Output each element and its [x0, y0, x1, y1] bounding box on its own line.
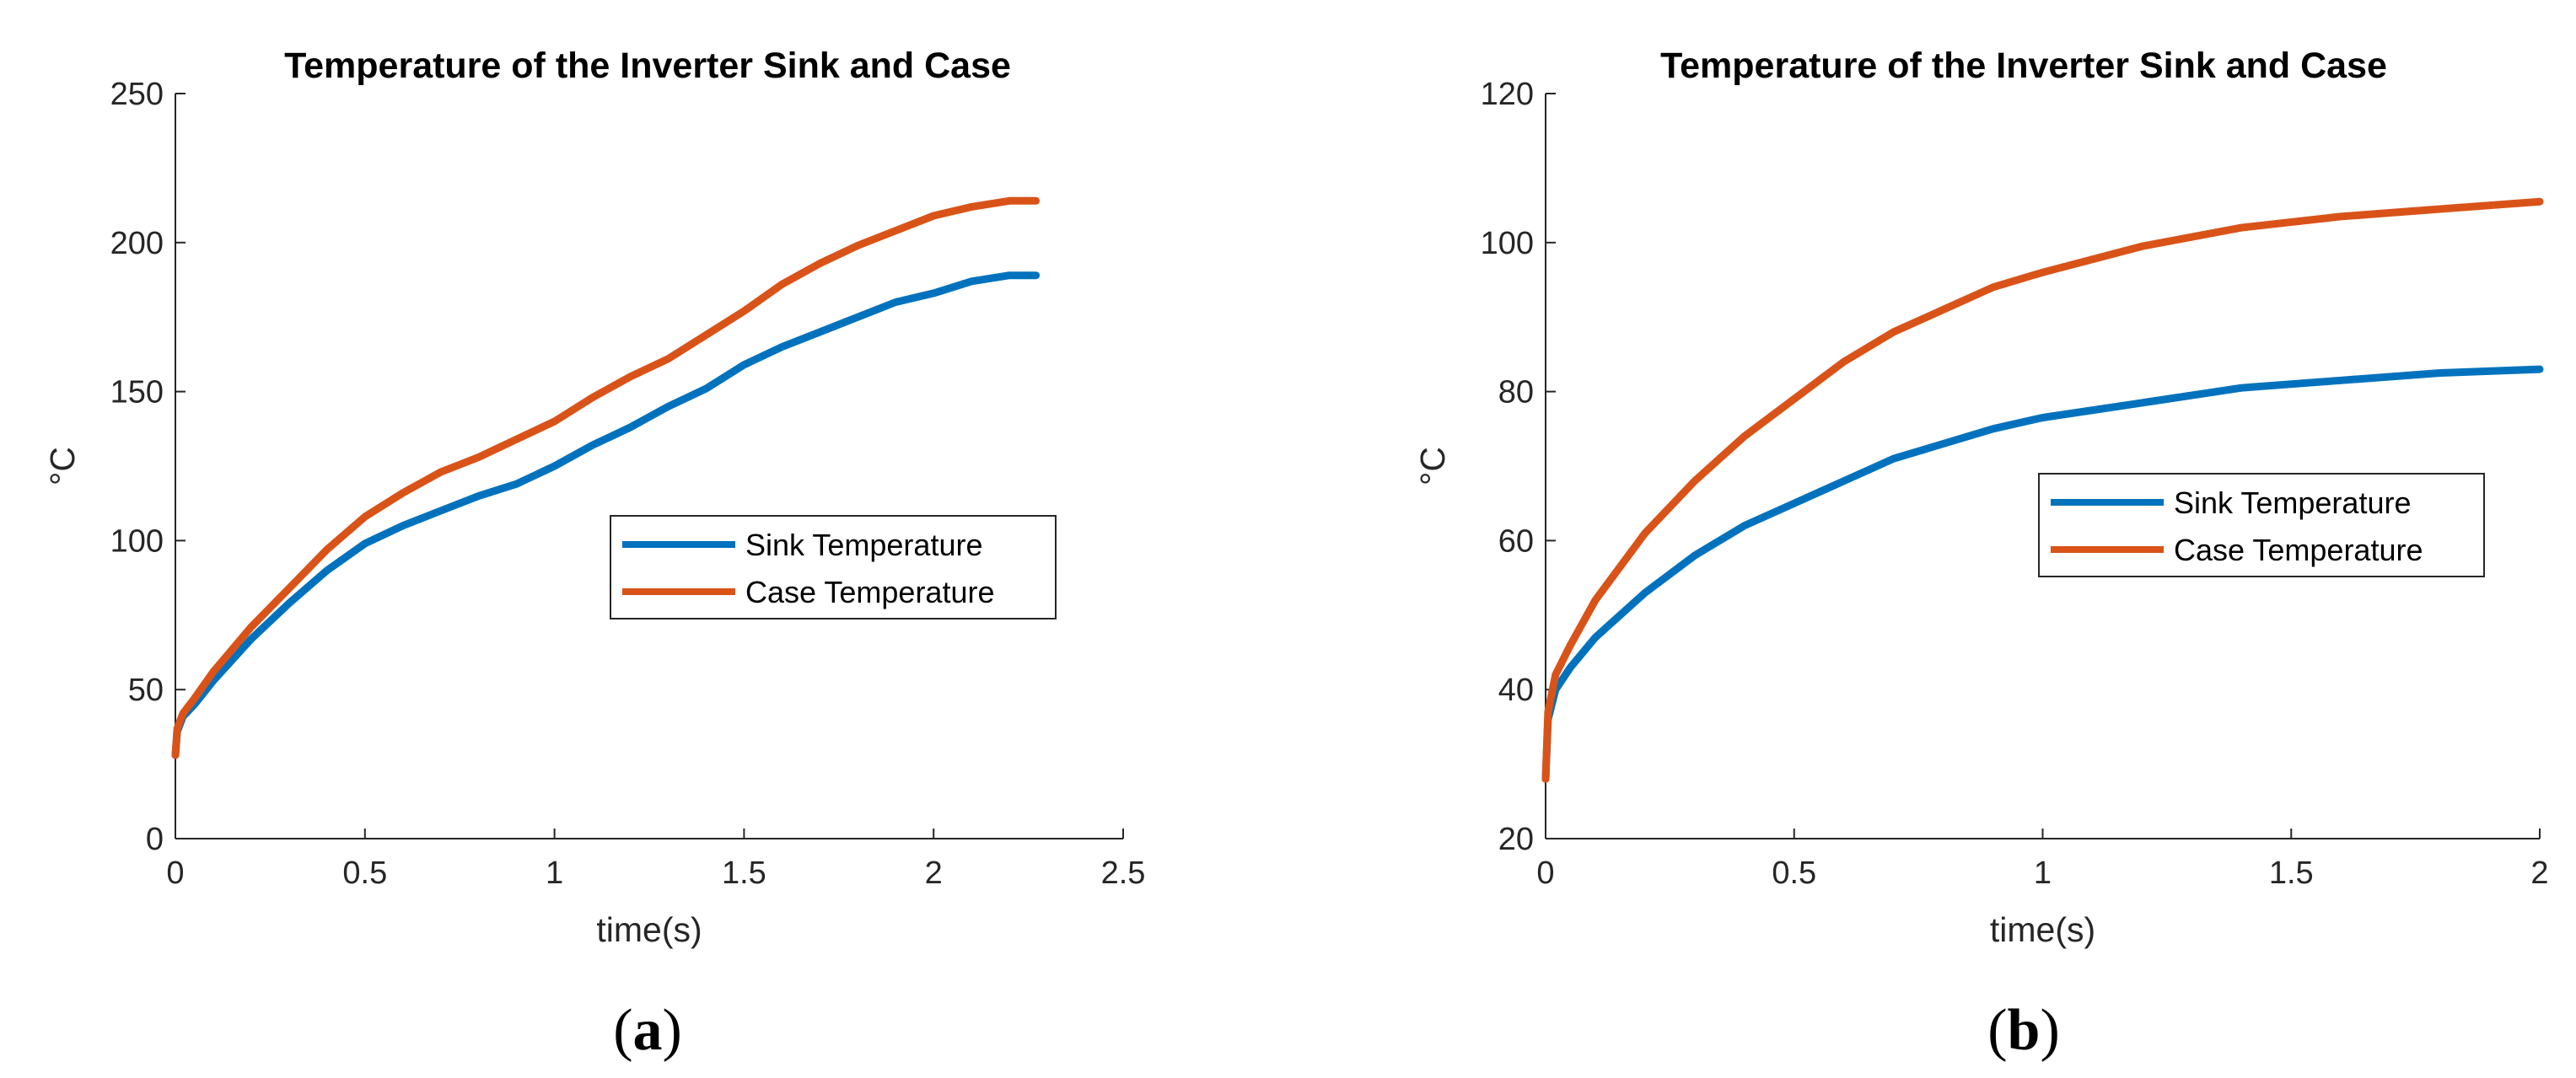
y-tick-label: 120 — [1481, 77, 1534, 112]
chart-title: Temperature of the Inverter Sink and Cas… — [1660, 46, 2387, 86]
series-line-sink-temperature — [171, 271, 1041, 759]
x-axis-label: time(s) — [1990, 910, 2095, 949]
y-tick-label: 250 — [110, 77, 164, 112]
y-tick-label: 80 — [1498, 375, 1534, 410]
panel-label-letter: b — [2008, 998, 2041, 1063]
x-tick-label: 0.5 — [342, 855, 387, 891]
legend-label: Case Temperature — [745, 575, 995, 609]
x-tick-label: 2.5 — [1101, 855, 1146, 891]
y-axis-label: °C — [1413, 447, 1452, 485]
y-tick-label: 150 — [110, 375, 164, 410]
x-axis-label: time(s) — [596, 910, 702, 949]
y-tick-label: 200 — [110, 226, 164, 261]
panel-label-open: ( — [1987, 998, 2007, 1063]
y-tick-label: 60 — [1498, 523, 1534, 559]
chart-a: 0 0.5 1 1.5 2 2.5 0 50 100 150 200 250 Temperature o… — [43, 46, 1145, 1063]
y-tick-label: 20 — [1498, 822, 1534, 857]
legend-box — [2038, 473, 2485, 577]
legend-label: Sink Temperature — [745, 528, 982, 562]
panel-label: (b) — [1987, 998, 2060, 1063]
x-tick-label: 2 — [2530, 855, 2548, 891]
chart-b: 0 0.5 1 1.5 2 20 40 60 80 100 120 Temperature of th… — [1413, 46, 2549, 1063]
series-line-sink-temperature — [1541, 365, 2544, 783]
x-tick-label: 1 — [546, 855, 563, 891]
panel-label-open: ( — [613, 998, 632, 1063]
x-tick-label: 0.5 — [1772, 855, 1816, 891]
y-tick-label: 100 — [1481, 226, 1534, 261]
x-tick-label: 0 — [1536, 855, 1554, 891]
x-tick-label: 1.5 — [2269, 855, 2314, 891]
panel-label-letter: a — [633, 998, 663, 1063]
y-tick-label: 40 — [1498, 673, 1534, 708]
y-axis-label: °C — [43, 447, 82, 485]
series-line-case-temperature — [1541, 197, 2544, 783]
panel-label-close: ) — [663, 998, 682, 1063]
chart-title: Temperature of the Inverter Sink and Cas… — [284, 46, 1011, 86]
x-tick-label: 1.5 — [722, 855, 766, 891]
x-tick-label: 2 — [925, 855, 943, 891]
legend-box — [610, 515, 1057, 619]
series-line-case-temperature — [171, 196, 1041, 759]
x-tick-label: 1 — [2034, 855, 2052, 891]
panel-label-close: ) — [2040, 998, 2059, 1063]
y-tick-label: 50 — [128, 673, 164, 708]
legend-label: Sink Temperature — [2174, 485, 2411, 520]
legend-label: Case Temperature — [2174, 533, 2423, 567]
y-tick-label: 100 — [110, 523, 164, 559]
x-tick-label: 0 — [166, 855, 184, 891]
y-tick-label: 0 — [146, 822, 164, 857]
panel-label: (a) — [613, 998, 682, 1063]
